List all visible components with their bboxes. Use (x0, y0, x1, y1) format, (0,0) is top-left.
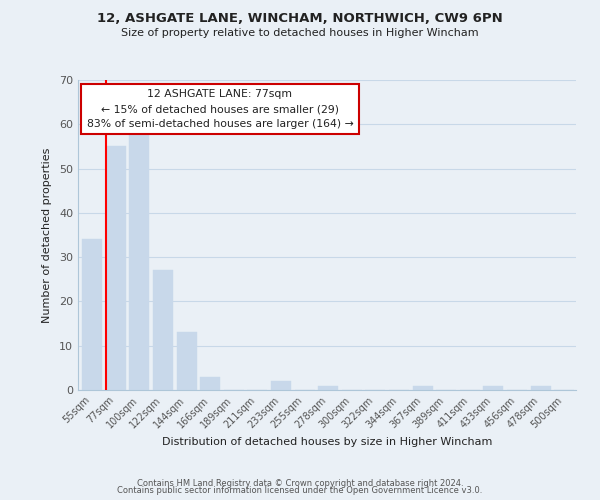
Text: Size of property relative to detached houses in Higher Wincham: Size of property relative to detached ho… (121, 28, 479, 38)
Bar (530, 386, 551, 390)
Bar (153, 270, 173, 390)
Bar (130, 133, 149, 390)
Text: 12, ASHGATE LANE, WINCHAM, NORTHWICH, CW9 6PN: 12, ASHGATE LANE, WINCHAM, NORTHWICH, CW… (97, 12, 503, 26)
Bar (200, 376, 220, 390)
Bar (82, 240, 102, 390)
X-axis label: Distribution of detached houses by size in Higher Wincham: Distribution of detached houses by size … (162, 437, 492, 447)
Y-axis label: Number of detached properties: Number of detached properties (42, 148, 52, 322)
Bar (106, 146, 126, 390)
Bar (484, 386, 503, 390)
Bar (318, 386, 338, 390)
Bar (176, 332, 197, 390)
Text: Contains HM Land Registry data © Crown copyright and database right 2024.: Contains HM Land Registry data © Crown c… (137, 478, 463, 488)
Text: Contains public sector information licensed under the Open Government Licence v3: Contains public sector information licen… (118, 486, 482, 495)
Text: 12 ASHGATE LANE: 77sqm
← 15% of detached houses are smaller (29)
83% of semi-det: 12 ASHGATE LANE: 77sqm ← 15% of detached… (86, 90, 353, 129)
Bar (271, 381, 291, 390)
Bar (413, 386, 433, 390)
